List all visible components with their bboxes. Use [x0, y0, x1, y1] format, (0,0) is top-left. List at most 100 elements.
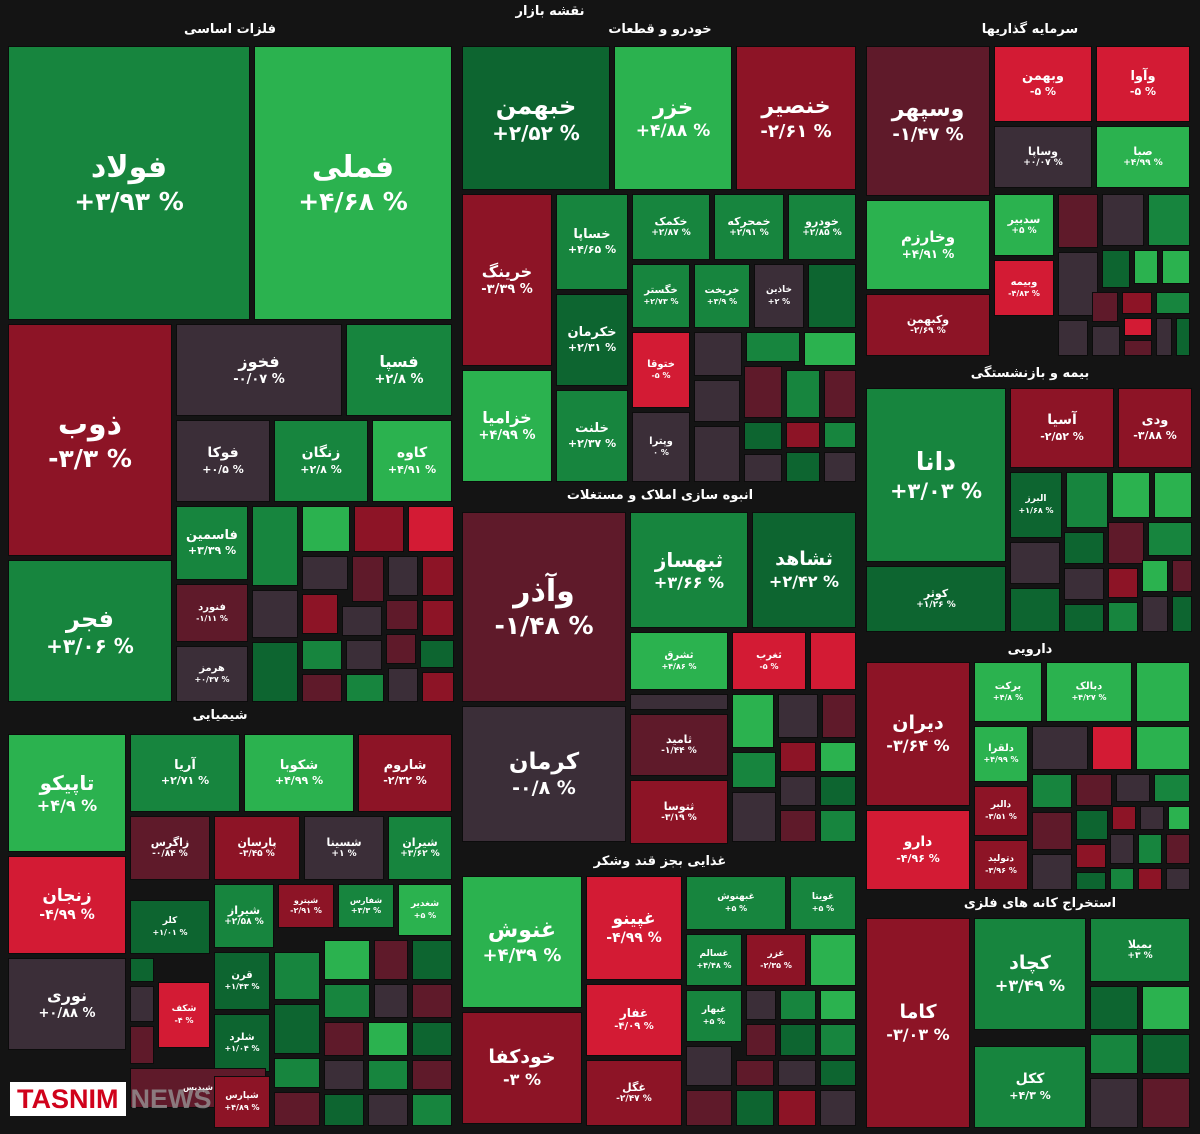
treemap-tile[interactable]: آسیا -۲/۵۲ % — [1010, 388, 1114, 468]
treemap-tile[interactable]: دتولید -۳/۹۶ % — [974, 840, 1028, 890]
treemap-tile-small[interactable] — [820, 810, 856, 842]
treemap-tile-small[interactable] — [1010, 542, 1060, 584]
treemap-tile[interactable]: وآوا -۵ % — [1096, 46, 1190, 122]
treemap-tile-small[interactable] — [342, 606, 382, 636]
treemap-tile-small[interactable] — [1138, 868, 1162, 890]
treemap-tile-small[interactable] — [744, 422, 782, 450]
treemap-tile[interactable]: خبهمن +۲/۵۲ % — [462, 46, 610, 190]
treemap-tile[interactable]: ککل +۴/۳ % — [974, 1046, 1086, 1128]
treemap-tile-small[interactable] — [1142, 596, 1168, 632]
treemap-tile[interactable]: فخوز -۰/۰۷ % — [176, 324, 342, 416]
treemap-tile[interactable]: دارو -۴/۹۶ % — [866, 810, 970, 890]
treemap-tile[interactable]: خلنت +۲/۳۷ % — [556, 390, 628, 482]
treemap-tile-small[interactable] — [736, 1090, 774, 1126]
treemap-tile-small[interactable] — [1102, 194, 1144, 246]
treemap-tile-small[interactable] — [732, 792, 776, 842]
treemap-tile-small[interactable] — [820, 742, 856, 772]
treemap-tile[interactable]: خگستر +۲/۷۳ % — [632, 264, 690, 328]
treemap-tile-small[interactable] — [1154, 472, 1192, 518]
treemap-tile-small[interactable] — [824, 370, 856, 418]
treemap-tile[interactable]: ثشرق +۴/۸۶ % — [630, 632, 728, 690]
treemap-tile-small[interactable] — [1090, 986, 1138, 1030]
treemap-tile-small[interactable] — [374, 984, 408, 1018]
treemap-tile-small[interactable] — [1168, 806, 1190, 830]
treemap-tile[interactable]: فجر +۳/۰۶ % — [8, 560, 172, 702]
treemap-tile[interactable]: وآذر -۱/۴۸ % — [462, 512, 626, 702]
treemap-tile-small[interactable] — [1108, 522, 1144, 564]
treemap-tile-small[interactable] — [1116, 774, 1150, 802]
treemap-tile[interactable]: دالبر -۳/۵۱ % — [974, 786, 1028, 836]
treemap-tile-small[interactable] — [352, 556, 384, 602]
treemap-tile-small[interactable] — [686, 1046, 732, 1086]
treemap-tile-small[interactable] — [808, 264, 856, 328]
treemap-tile-small[interactable] — [412, 984, 452, 1018]
treemap-tile-small[interactable] — [324, 940, 370, 980]
treemap-tile-small[interactable] — [408, 506, 454, 552]
treemap-tile-small[interactable] — [130, 958, 154, 982]
treemap-tile-small[interactable] — [1064, 568, 1104, 600]
treemap-tile-small[interactable] — [374, 940, 408, 980]
treemap-tile-small[interactable] — [368, 1022, 408, 1056]
treemap-tile-small[interactable] — [1142, 560, 1168, 592]
treemap-tile[interactable]: خودکفا -۳ % — [462, 1012, 582, 1124]
treemap-tile[interactable]: کلر +۱/۰۱ % — [130, 900, 210, 954]
treemap-tile-small[interactable] — [252, 642, 298, 702]
treemap-tile-small[interactable] — [422, 672, 454, 702]
treemap-tile[interactable]: شپارس +۴/۸۹ % — [214, 1076, 270, 1128]
treemap-tile-small[interactable] — [1136, 726, 1190, 770]
treemap-tile-small[interactable] — [780, 1024, 816, 1056]
treemap-tile[interactable]: زنجان -۴/۹۹ % — [8, 856, 126, 954]
treemap-tile-small[interactable] — [1064, 604, 1104, 632]
treemap-tile-small[interactable] — [386, 600, 418, 630]
treemap-tile[interactable]: وکبهمن -۲/۶۹ % — [866, 294, 990, 356]
treemap-tile[interactable]: خکرمان +۲/۳۱ % — [556, 294, 628, 386]
treemap-tile-small[interactable] — [1076, 810, 1108, 840]
treemap-tile[interactable]: دانا +۳/۰۳ % — [866, 388, 1006, 562]
treemap-tile-small[interactable] — [1156, 318, 1172, 356]
treemap-tile-small[interactable] — [824, 452, 856, 482]
treemap-tile[interactable]: هرمز +۰/۳۷ % — [176, 646, 248, 702]
treemap-tile-small[interactable] — [786, 452, 820, 482]
treemap-tile-small[interactable] — [1108, 568, 1138, 598]
treemap-tile-small[interactable] — [1110, 834, 1134, 864]
treemap-tile-small[interactable] — [386, 634, 416, 664]
treemap-tile[interactable]: خرینگ -۳/۳۹ % — [462, 194, 552, 366]
treemap-tile-small[interactable] — [778, 1060, 816, 1086]
treemap-tile-small[interactable] — [1076, 774, 1112, 806]
treemap-tile[interactable]: غبهار +۵ % — [686, 990, 742, 1042]
treemap-tile-small[interactable] — [744, 454, 782, 482]
treemap-tile-small[interactable] — [810, 934, 856, 986]
treemap-tile[interactable]: غپینو -۴/۹۹ % — [586, 876, 682, 980]
treemap-tile-small[interactable] — [252, 590, 298, 638]
treemap-tile-small[interactable] — [1142, 1078, 1190, 1128]
treemap-tile-small[interactable] — [1140, 806, 1164, 830]
treemap-tile-small[interactable] — [786, 422, 820, 448]
treemap-tile-small[interactable] — [368, 1094, 408, 1126]
treemap-tile-small[interactable] — [1076, 844, 1106, 868]
treemap-tile[interactable]: غگل -۲/۴۷ % — [586, 1060, 682, 1126]
treemap-tile-small[interactable] — [274, 1058, 320, 1088]
treemap-tile[interactable]: دلقرا +۴/۹۹ % — [974, 726, 1028, 782]
treemap-tile-small[interactable] — [412, 1060, 452, 1090]
treemap-tile[interactable]: وساپا +۰/۰۷ % — [994, 126, 1092, 188]
treemap-tile[interactable]: غنوش +۴/۳۹ % — [462, 876, 582, 1008]
treemap-tile[interactable]: ثتوسا -۳/۱۹ % — [630, 780, 728, 844]
treemap-tile-small[interactable] — [274, 1004, 320, 1054]
treemap-tile-small[interactable] — [388, 556, 418, 596]
treemap-tile[interactable]: فنورد -۱/۱۱ % — [176, 584, 248, 642]
treemap-tile[interactable]: برکت +۴/۸ % — [974, 662, 1042, 722]
treemap-tile-small[interactable] — [130, 1026, 154, 1064]
treemap-tile[interactable]: غسالم +۴/۴۸ % — [686, 934, 742, 986]
treemap-tile[interactable]: کاوه +۴/۹۱ % — [372, 420, 452, 502]
treemap-tile[interactable]: پارسان -۳/۴۵ % — [214, 816, 300, 880]
treemap-tile-small[interactable] — [736, 1060, 774, 1086]
treemap-tile[interactable]: شفارس +۳/۳ % — [338, 884, 394, 928]
treemap-tile[interactable]: وسپهر -۱/۴۷ % — [866, 46, 990, 196]
treemap-tile-small[interactable] — [252, 506, 298, 586]
treemap-tile-small[interactable] — [412, 1022, 452, 1056]
treemap-tile-small[interactable] — [1142, 986, 1190, 1030]
treemap-tile[interactable]: دبالک +۴/۲۷ % — [1046, 662, 1132, 722]
treemap-tile[interactable]: خودرو +۲/۸۵ % — [788, 194, 856, 260]
treemap-tile-small[interactable] — [780, 776, 816, 806]
treemap-tile[interactable]: فاسمین +۳/۳۹ % — [176, 506, 248, 580]
